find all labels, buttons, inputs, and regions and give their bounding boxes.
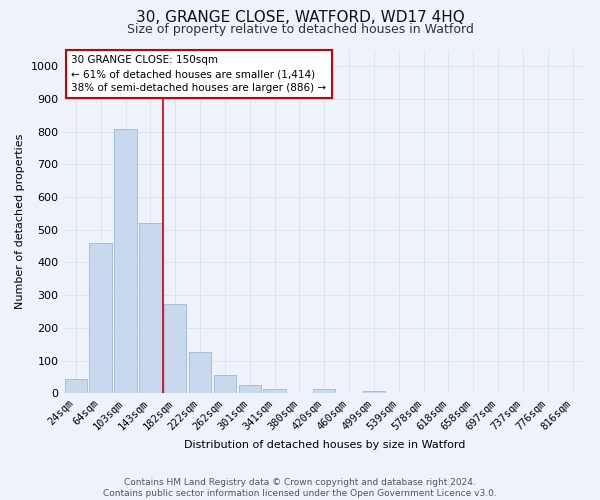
X-axis label: Distribution of detached houses by size in Watford: Distribution of detached houses by size … [184,440,465,450]
Text: 30, GRANGE CLOSE, WATFORD, WD17 4HQ: 30, GRANGE CLOSE, WATFORD, WD17 4HQ [136,10,464,25]
Bar [214,374,236,393]
Bar [65,378,87,393]
Text: Contains HM Land Registry data © Crown copyright and database right 2024.
Contai: Contains HM Land Registry data © Crown c… [103,478,497,498]
Y-axis label: Number of detached properties: Number of detached properties [15,134,25,310]
Bar [89,243,112,393]
Bar [115,129,137,393]
Bar [164,304,187,393]
Bar [139,222,161,393]
Bar [189,352,211,393]
Bar [313,389,335,393]
Text: 30 GRANGE CLOSE: 150sqm
← 61% of detached houses are smaller (1,414)
38% of semi: 30 GRANGE CLOSE: 150sqm ← 61% of detache… [71,55,326,93]
Bar [263,390,286,393]
Bar [239,385,261,393]
Text: Size of property relative to detached houses in Watford: Size of property relative to detached ho… [127,22,473,36]
Bar [363,390,385,393]
